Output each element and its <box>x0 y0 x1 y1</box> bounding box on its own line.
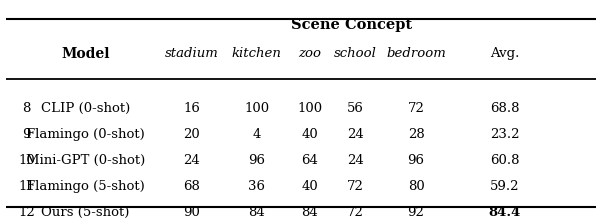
Text: 59.2: 59.2 <box>490 180 520 193</box>
Text: 12: 12 <box>18 206 35 219</box>
Text: Mini-GPT (0-shot): Mini-GPT (0-shot) <box>26 154 145 167</box>
Text: 64: 64 <box>302 154 318 167</box>
Text: 40: 40 <box>302 180 318 193</box>
Text: 36: 36 <box>248 180 265 193</box>
Text: 80: 80 <box>408 180 424 193</box>
Text: 100: 100 <box>244 103 269 116</box>
Text: 11: 11 <box>18 180 35 193</box>
Text: 68.8: 68.8 <box>490 103 520 116</box>
Text: 72: 72 <box>347 206 364 219</box>
Text: Scene Concept: Scene Concept <box>291 18 412 32</box>
Text: 4: 4 <box>253 128 261 141</box>
Text: zoo: zoo <box>299 48 321 60</box>
Text: Flamingo (5-shot): Flamingo (5-shot) <box>26 180 145 193</box>
Text: 72: 72 <box>408 103 424 116</box>
Text: 100: 100 <box>297 103 323 116</box>
Text: 23.2: 23.2 <box>490 128 520 141</box>
Text: 60.8: 60.8 <box>490 154 520 167</box>
Text: 40: 40 <box>302 128 318 141</box>
Text: CLIP (0-shot): CLIP (0-shot) <box>41 103 130 116</box>
Text: 84: 84 <box>249 206 265 219</box>
Text: 84.4: 84.4 <box>488 206 521 219</box>
Text: 9: 9 <box>22 128 31 141</box>
Text: 92: 92 <box>408 206 424 219</box>
Text: 90: 90 <box>184 206 200 219</box>
Text: 56: 56 <box>347 103 364 116</box>
Text: 24: 24 <box>347 128 364 141</box>
Text: 8: 8 <box>22 103 31 116</box>
Text: 24: 24 <box>347 154 364 167</box>
Text: kitchen: kitchen <box>232 48 282 60</box>
Text: Model: Model <box>61 47 110 61</box>
Text: bedroom: bedroom <box>386 48 446 60</box>
Text: stadium: stadium <box>165 48 219 60</box>
Text: 84: 84 <box>302 206 318 219</box>
Text: 28: 28 <box>408 128 424 141</box>
Text: school: school <box>334 48 377 60</box>
Text: Avg.: Avg. <box>490 48 519 60</box>
Text: 24: 24 <box>184 154 200 167</box>
Text: 68: 68 <box>184 180 200 193</box>
Text: 16: 16 <box>184 103 200 116</box>
Text: 72: 72 <box>347 180 364 193</box>
Text: 10: 10 <box>18 154 35 167</box>
Text: Ours (5-shot): Ours (5-shot) <box>42 206 130 219</box>
Text: Flamingo (0-shot): Flamingo (0-shot) <box>26 128 145 141</box>
Text: 96: 96 <box>248 154 265 167</box>
Text: 96: 96 <box>408 154 424 167</box>
Text: 20: 20 <box>184 128 200 141</box>
